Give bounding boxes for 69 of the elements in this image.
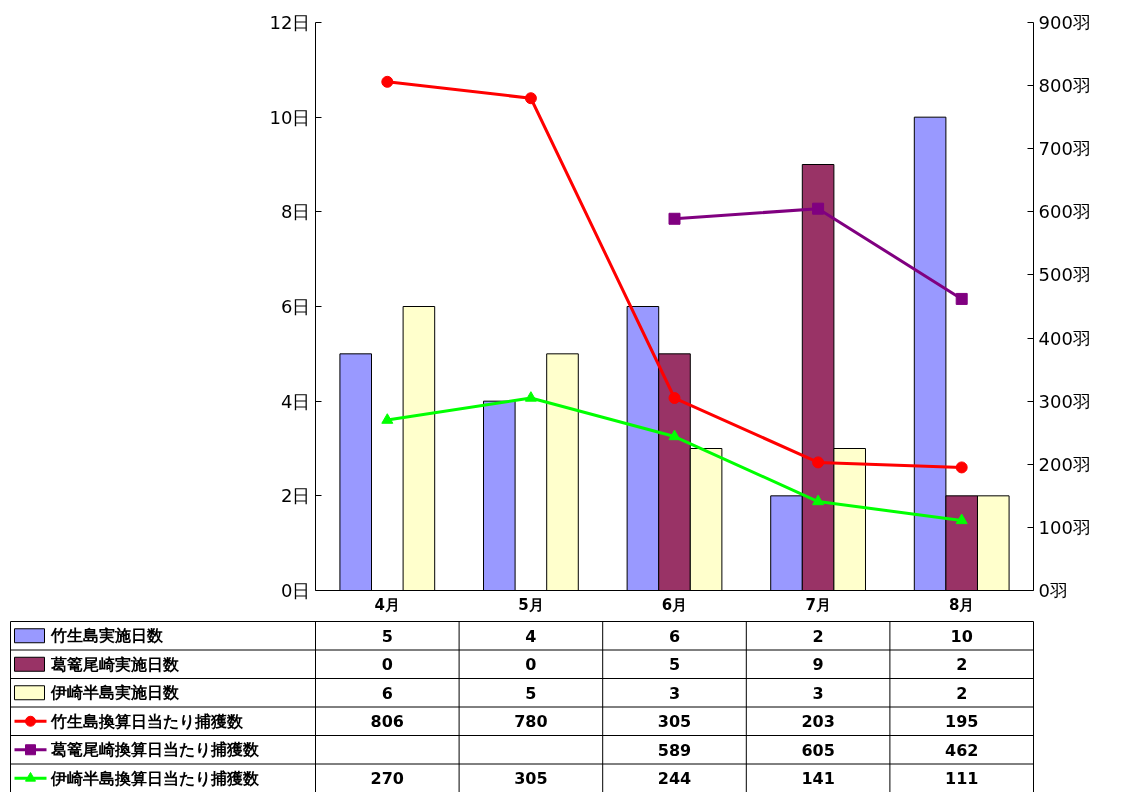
data-label: 589 — [657, 740, 692, 760]
data-label: 141 — [801, 769, 835, 789]
legend-label: 竹生島換算日当たり捕獲数 — [49, 711, 244, 731]
y-tick-label: 12日 — [269, 12, 311, 33]
legend-label: 葛篭尾崎実施日数 — [49, 654, 180, 674]
y-tick-label: 10日 — [269, 106, 311, 128]
y2-tick-label: 500羽 — [1038, 264, 1091, 286]
x-tick-label: 6月 — [661, 595, 688, 614]
point — [812, 456, 825, 469]
data-label: 305 — [514, 769, 548, 789]
y-tick-label: 0日 — [281, 580, 311, 601]
data-label: 0 — [525, 655, 537, 675]
y-tick-label: 8日 — [281, 201, 311, 223]
y2-tick-label: 600羽 — [1038, 201, 1091, 223]
point — [381, 75, 394, 88]
y2-tick-label: 0羽 — [1038, 580, 1068, 601]
data-label: 244 — [657, 769, 692, 789]
data-label: 5 — [525, 683, 537, 703]
data-label: 9 — [812, 655, 824, 675]
y2-tick-label: 300羽 — [1038, 390, 1091, 412]
data-label: 195 — [945, 712, 979, 732]
data-label: 6 — [668, 626, 681, 646]
data-label: 2 — [956, 655, 968, 675]
data-label: 3 — [668, 683, 681, 703]
point — [381, 413, 394, 424]
data-label: 605 — [801, 740, 835, 760]
point — [524, 391, 537, 402]
y2-tick-label: 900羽 — [1038, 12, 1091, 33]
y-tick-label: 4日 — [281, 390, 311, 412]
data-label: 10 — [950, 626, 973, 646]
point — [812, 494, 825, 506]
x-tick-label: 8月 — [948, 595, 975, 614]
point — [955, 461, 968, 474]
data-label: 2 — [812, 626, 824, 646]
y2-tick-label: 400羽 — [1038, 327, 1091, 349]
y2-tick-label: 100羽 — [1038, 516, 1091, 538]
data-label: 0 — [381, 655, 393, 675]
data-label: 2 — [956, 683, 968, 703]
point — [524, 92, 537, 105]
legend-label: 伊崎半島実施日数 — [49, 683, 180, 703]
y2-tick-label: 700羽 — [1038, 138, 1091, 160]
point — [668, 392, 681, 404]
data-label: 3 — [812, 683, 824, 703]
x-tick-label: 7月 — [805, 595, 831, 614]
legend-label: 葛篭尾崎換算日当たり捕獲数 — [49, 740, 260, 760]
data-label: 6 — [381, 683, 393, 703]
point — [668, 212, 681, 225]
data-label: 780 — [514, 712, 548, 732]
data-label: 4 — [525, 626, 537, 646]
data-label: 5 — [381, 626, 393, 646]
x-tick-label: 4月 — [374, 595, 401, 614]
point — [812, 202, 825, 215]
data-label: 806 — [370, 712, 405, 732]
legend-label: 伊崎半島換算日当たり捕獲数 — [49, 768, 260, 788]
point — [955, 292, 968, 305]
y2-tick-label: 200羽 — [1038, 453, 1091, 475]
y-tick-label: 2日 — [281, 485, 311, 507]
data-label: 5 — [668, 655, 681, 675]
point — [668, 429, 681, 441]
x-tick-label: 5月 — [518, 595, 544, 614]
y2-tick-label: 800羽 — [1038, 75, 1091, 97]
point — [955, 513, 968, 525]
data-label: 305 — [657, 712, 692, 732]
data-label: 203 — [801, 712, 835, 732]
data-label: 270 — [370, 769, 405, 789]
legend-label: 竹生島実施日数 — [49, 626, 164, 646]
y-tick-label: 6日 — [281, 296, 311, 317]
data-label: 462 — [945, 740, 979, 760]
data-label: 111 — [945, 769, 979, 789]
